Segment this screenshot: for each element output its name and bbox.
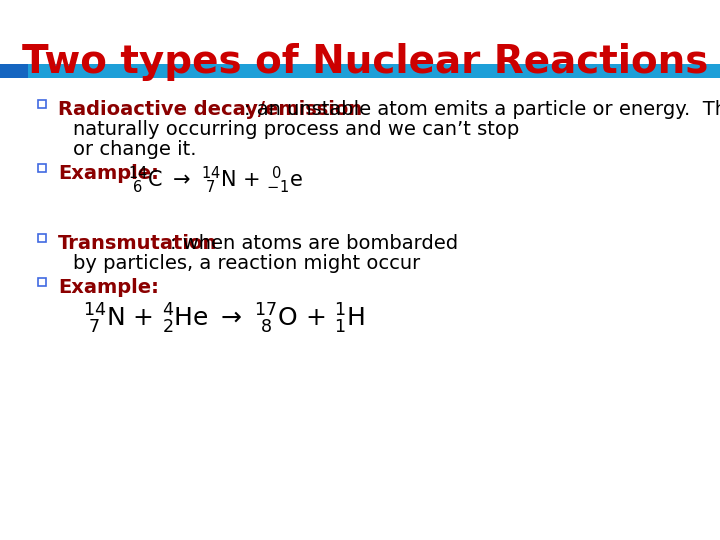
Text: : when atoms are bombarded: : when atoms are bombarded xyxy=(170,234,458,253)
Bar xyxy=(38,100,46,108)
Text: Transmutation: Transmutation xyxy=(58,234,217,253)
Bar xyxy=(28,64,720,78)
Text: Example:: Example: xyxy=(58,164,159,183)
Text: $\mathregular{^{14}_{\ 6}}$C $\rightarrow$ $\mathregular{^{14}_{\ 7}}$N + $\math: $\mathregular{^{14}_{\ 6}}$C $\rightarro… xyxy=(128,165,302,196)
Text: or change it.: or change it. xyxy=(73,140,197,159)
Bar xyxy=(38,234,46,242)
Text: naturally occurring process and we can’t stop: naturally occurring process and we can’t… xyxy=(73,120,519,139)
Text: : an unstable atom emits a particle or energy.  This is a: : an unstable atom emits a particle or e… xyxy=(244,100,720,119)
Bar xyxy=(38,278,46,286)
Bar xyxy=(0,64,28,78)
Text: Example:: Example: xyxy=(58,278,159,297)
Bar xyxy=(38,164,46,172)
Text: Two types of Nuclear Reactions: Two types of Nuclear Reactions xyxy=(22,43,708,81)
Text: Radioactive decay/emission: Radioactive decay/emission xyxy=(58,100,362,119)
Text: by particles, a reaction might occur: by particles, a reaction might occur xyxy=(73,254,420,273)
Text: $\mathregular{^{14}_{\ 7}}$N + $\mathregular{^{4}_{2}}$He $\rightarrow$ $\mathre: $\mathregular{^{14}_{\ 7}}$N + $\mathreg… xyxy=(83,302,365,336)
